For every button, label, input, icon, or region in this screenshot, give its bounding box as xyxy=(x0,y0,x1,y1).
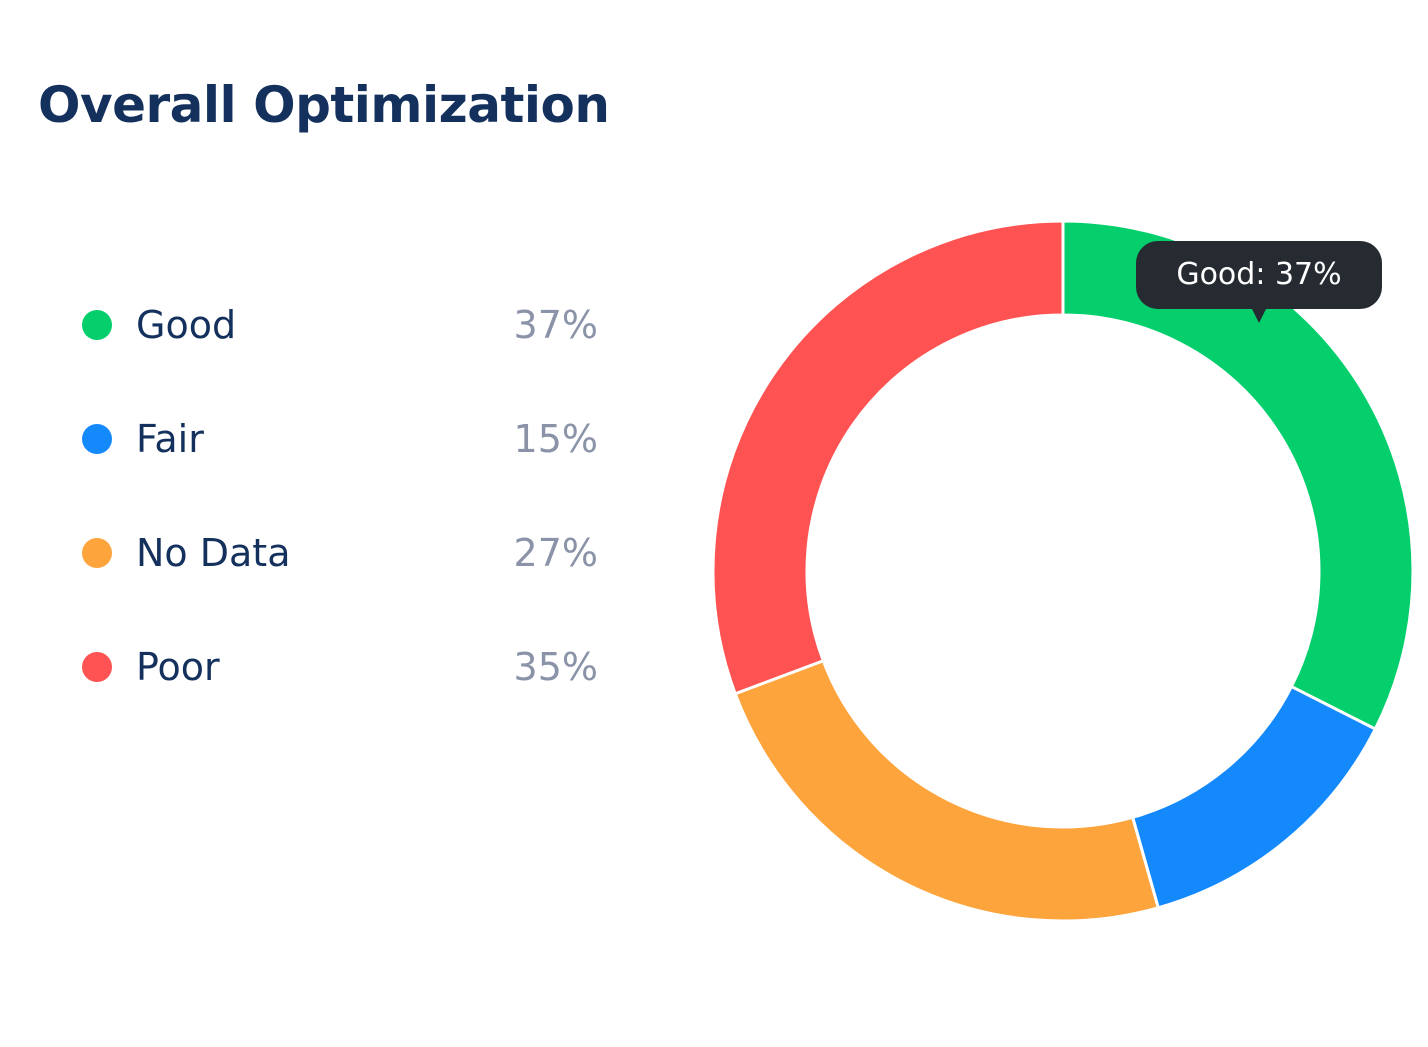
chart-legend: Good 37% Fair 15% No Data 27% Poor 35% xyxy=(82,297,602,753)
legend-label: Fair xyxy=(136,417,204,461)
tooltip-arrow xyxy=(1251,307,1267,323)
legend-dot-good xyxy=(82,310,112,340)
donut-slice-no-data[interactable] xyxy=(733,658,1161,923)
legend-dot-poor xyxy=(82,652,112,682)
legend-item-poor[interactable]: Poor 35% xyxy=(82,639,602,753)
legend-label: Good xyxy=(136,303,237,347)
donut-slice-fair[interactable] xyxy=(1130,684,1378,910)
legend-dot-fair xyxy=(82,424,112,454)
legend-label: No Data xyxy=(136,531,291,575)
legend-item-good[interactable]: Good 37% xyxy=(82,297,602,411)
legend-dot-no-data xyxy=(82,538,112,568)
legend-value: 37% xyxy=(513,303,598,347)
chart-title: Overall Optimization xyxy=(38,76,610,134)
legend-value: 27% xyxy=(513,531,598,575)
donut-slice-poor[interactable] xyxy=(711,219,1065,696)
legend-value: 35% xyxy=(513,645,598,689)
legend-value: 15% xyxy=(513,417,598,461)
chart-tooltip: Good: 37% xyxy=(1136,241,1382,309)
legend-item-no-data[interactable]: No Data 27% xyxy=(82,525,602,639)
legend-label: Poor xyxy=(136,645,220,689)
legend-item-fair[interactable]: Fair 15% xyxy=(82,411,602,525)
